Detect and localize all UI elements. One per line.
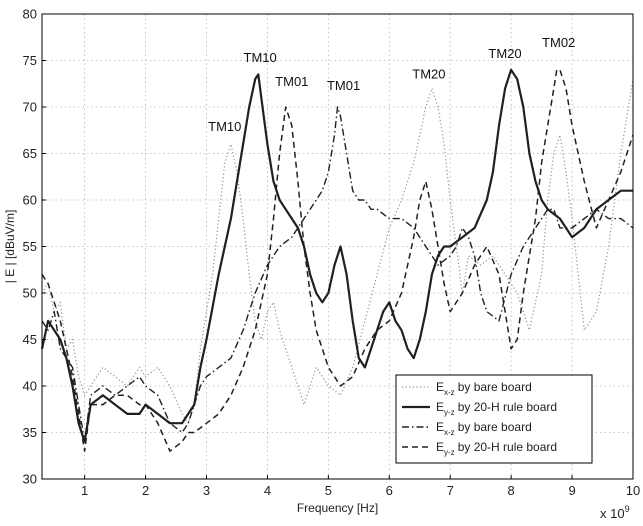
- legend-symbol: E: [436, 400, 444, 414]
- legend-text: by bare board: [458, 420, 532, 434]
- y-tick-label: 70: [23, 100, 37, 115]
- series-line-1: [41, 79, 634, 424]
- y-tick-label: 65: [23, 146, 37, 161]
- legend-text: by 20-H rule board: [458, 400, 557, 414]
- annotation-layer: TM10 TM10 TM01 TM01 TM20 TM20 TM02: [208, 35, 575, 134]
- series-layer: [40, 68, 634, 452]
- x-exponent-base: x 10: [600, 506, 625, 521]
- x-tick-labels: 1 2 3 4 5 6 7 8 9 10: [81, 475, 640, 498]
- annotation-label: TM02: [542, 35, 575, 50]
- x-tick-label: 8: [508, 483, 515, 498]
- annotation-label: TM10: [244, 50, 277, 65]
- annotation-label: TM20: [412, 67, 445, 82]
- y-tick-label: 40: [23, 379, 37, 394]
- legend-symbol: E: [436, 380, 444, 394]
- legend-subscript: x-z: [444, 428, 455, 437]
- x-tick-label: 4: [264, 483, 271, 498]
- x-tick-label: 3: [203, 483, 210, 498]
- y-tick-label: 80: [23, 7, 37, 22]
- annotation-label: TM01: [275, 74, 308, 89]
- legend-box: [395, 374, 593, 464]
- series-line-4: [41, 69, 634, 452]
- legend-entry: Ex-z by bare board: [436, 380, 532, 397]
- x-tick-label: 6: [386, 483, 393, 498]
- y-tick-label: 60: [23, 193, 37, 208]
- y-tick-label: 75: [23, 53, 37, 68]
- series-line-3: [41, 106, 634, 443]
- y-tick-labels: 30 35 40 45 50 55 60 65 70 75 80: [23, 7, 46, 487]
- legend-subscript: y-z: [444, 448, 455, 457]
- legend-subscript: x-z: [444, 388, 455, 397]
- x-tick-label: 7: [447, 483, 454, 498]
- legend-symbol: E: [436, 420, 444, 434]
- legend-entry: Ey-z by 20-H rule board: [436, 440, 557, 457]
- y-axis-label: | E | [dBuV/m]: [3, 210, 17, 284]
- y-tick-label: 35: [23, 425, 37, 440]
- legend-text: by 20-H rule board: [458, 440, 557, 454]
- x-tick-label: 1: [81, 483, 88, 498]
- x-tick-label: 5: [325, 483, 332, 498]
- y-tick-label: 30: [23, 472, 37, 487]
- x-tick-label: 9: [568, 483, 575, 498]
- series-line-2: [40, 68, 633, 443]
- legend-subscript: y-z: [444, 408, 455, 417]
- x-axis-label: Frequency [Hz]: [297, 501, 378, 515]
- x-exponent-power: 9: [625, 504, 630, 514]
- annotation-label: TM10: [208, 119, 241, 134]
- y-tick-label: 55: [23, 239, 37, 254]
- legend-entry: Ey-z by 20-H rule board: [436, 400, 557, 417]
- annotation-label: TM20: [488, 46, 521, 61]
- x-tick-label: 2: [142, 483, 149, 498]
- legend-symbol: E: [436, 440, 444, 454]
- legend-text: by bare board: [458, 380, 532, 394]
- legend-entry: Ex-z by bare board: [436, 420, 532, 437]
- y-tick-label: 50: [23, 286, 37, 301]
- x-tick-label: 10: [626, 483, 640, 498]
- y-tick-label: 45: [23, 332, 37, 347]
- x-exponent-label: x 109: [600, 504, 630, 521]
- annotation-label: TM01: [327, 78, 360, 93]
